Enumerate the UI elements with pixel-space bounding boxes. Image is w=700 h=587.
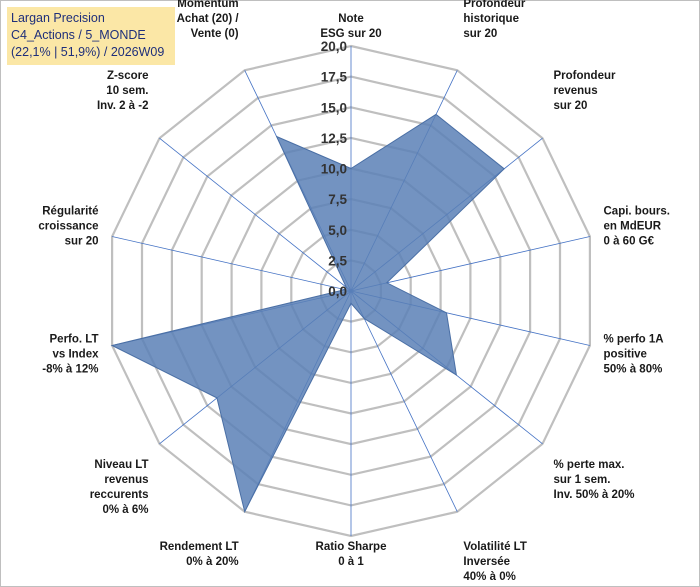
tick-label-8: 20,0 — [321, 39, 347, 54]
series-polygon — [110, 113, 505, 514]
axis-label-1-line-1: historique — [463, 13, 519, 25]
axis-label-8: Rendement LT 0% à 20% — [160, 541, 239, 568]
axis-label-11: Régularité croissance sur 20 — [38, 206, 98, 248]
chart-subtitle-stats: (22,1% | 51,9%) / 2026W09 — [11, 45, 165, 59]
axis-label-12-line-0: Z-score — [107, 70, 149, 82]
axis-label-10: Perfo. LT vs Index -8% à 12% — [42, 333, 99, 375]
axis-label-6: Volatilité LT Inversée 40% à 0% — [463, 541, 526, 583]
axis-label-6-line-0: Volatilité LT — [463, 541, 526, 553]
axis-label-4: % perfo 1A positive 50% à 80% — [604, 333, 664, 375]
axis-label-9-line-1: revenus — [104, 474, 148, 486]
axis-label-8-line-0: Rendement LT — [160, 541, 239, 553]
axis-label-10-line-0: Perfo. LT — [50, 333, 99, 345]
chart-title-box: Largan Precision C4_Actions / 5_MONDE (2… — [7, 7, 175, 65]
axis-label-5: % perte max. sur 1 sem. Inv. 50% à 20% — [554, 459, 635, 501]
axis-label-13-line-2: Vente (0) — [191, 28, 239, 40]
spoke-11 — [112, 236, 352, 292]
axis-label-10-line-1: vs Index — [52, 348, 99, 360]
axis-label-12: Z-score 10 sem. Inv. 2 à -2 — [97, 70, 149, 112]
axis-label-3-line-2: 0 à 60 G€ — [604, 236, 655, 248]
axis-label-13-line-1: Achat (20) / — [177, 13, 240, 25]
axis-label-4-line-2: 50% à 80% — [604, 363, 663, 375]
spoke-6 — [350, 290, 458, 512]
axis-label-12-line-2: Inv. 2 à -2 — [97, 100, 149, 112]
tick-label-4: 10,0 — [321, 162, 347, 177]
axis-label-9: Niveau LT revenus reccurents 0% à 6% — [90, 459, 149, 516]
axis-labels: Note ESG sur 20 Profondeur historique sur 20… — [38, 0, 670, 583]
axis-label-11-line-0: Régularité — [42, 206, 98, 218]
axis-label-6-line-2: 40% à 0% — [463, 571, 515, 583]
axis-label-2: Profondeur revenus sur 20 — [554, 70, 616, 112]
axis-label-1-line-2: sur 20 — [463, 28, 497, 40]
axis-label-5-line-1: sur 1 sem. — [554, 474, 611, 486]
axis-label-9-line-0: Niveau LT — [94, 459, 148, 471]
axis-label-3: Capi. bours. en MdEUR 0 à 60 G€ — [604, 206, 670, 248]
axis-label-13-line-0: Momentum — [177, 0, 238, 10]
axis-label-11-line-2: sur 20 — [65, 236, 99, 248]
axis-label-4-line-0: % perfo 1A — [604, 333, 664, 345]
tick-label-1: 2,5 — [328, 253, 347, 268]
chart-subtitle-category: C4_Actions / 5_MONDE — [11, 28, 146, 42]
axis-label-6-line-1: Inversée — [463, 556, 510, 568]
axis-label-5-line-2: Inv. 50% à 20% — [554, 489, 635, 501]
tick-label-6: 15,0 — [321, 100, 347, 115]
radar-series — [110, 113, 505, 514]
axis-label-4-line-1: positive — [604, 348, 647, 360]
chart-title: Largan Precision — [11, 11, 105, 25]
axis-label-0-line-1: ESG sur 20 — [320, 28, 381, 40]
axis-label-3-line-0: Capi. bours. — [604, 206, 670, 218]
axis-label-2-line-1: revenus — [554, 85, 598, 97]
axis-label-1-line-0: Profondeur — [463, 0, 525, 10]
tick-label-0: 0,0 — [328, 284, 347, 299]
tick-label-7: 17,5 — [321, 70, 348, 85]
axis-label-8-line-1: 0% à 20% — [186, 556, 238, 568]
tick-label-3: 7,5 — [328, 192, 347, 207]
axis-label-1: Profondeur historique sur 20 — [463, 0, 525, 40]
axis-label-11-line-1: croissance — [38, 221, 98, 233]
spoke-12 — [159, 137, 352, 292]
tick-label-2: 5,0 — [328, 223, 347, 238]
axis-label-2-line-0: Profondeur — [554, 70, 616, 82]
radial-tick-labels: 0,0 2,5 5,0 7,5 10,0 12,5 15,0 17,5 20,0 — [321, 39, 348, 299]
axis-label-2-line-2: sur 20 — [554, 100, 588, 112]
axis-label-0-line-0: Note — [338, 13, 364, 25]
axis-label-7: Ratio Sharpe 0 à 1 — [316, 541, 387, 568]
axis-label-10-line-2: -8% à 12% — [42, 363, 98, 375]
axis-label-7-line-1: 0 à 1 — [338, 556, 364, 568]
spoke-3 — [350, 236, 590, 292]
axis-label-3-line-1: en MdEUR — [604, 221, 662, 233]
tick-label-5: 12,5 — [321, 131, 348, 146]
axis-label-0: Note ESG sur 20 — [320, 13, 381, 40]
axis-label-13: Momentum Achat (20) / Vente (0) — [177, 0, 240, 40]
axis-label-5-line-0: % perte max. — [554, 459, 625, 471]
axis-label-7-line-0: Ratio Sharpe — [316, 541, 387, 553]
axis-label-9-line-2: reccurents — [90, 489, 149, 501]
axis-label-12-line-1: 10 sem. — [106, 85, 148, 97]
axis-label-9-line-3: 0% à 6% — [102, 504, 148, 516]
